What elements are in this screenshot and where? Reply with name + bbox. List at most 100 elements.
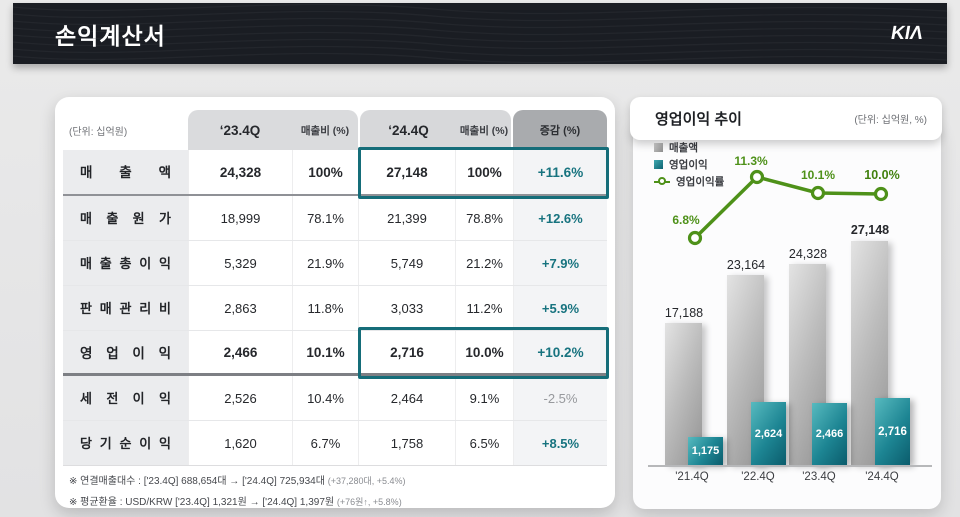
revenue-label-23q: 24,328 xyxy=(788,247,828,261)
margin-line-marker-icon xyxy=(654,177,670,186)
value-23q: 1,620 xyxy=(188,421,292,465)
column-header-tab-24q: ‘24.4Q 매출비 (%) xyxy=(360,110,511,150)
operating-profit-label-21q: 1,175 xyxy=(691,445,720,457)
operating-profit-bar-23q: 2,466 xyxy=(812,403,847,465)
legend-item-operating-profit: 영업이익 xyxy=(654,156,724,173)
ratio-24q: 9.1% xyxy=(455,376,513,420)
value-23q: 5,329 xyxy=(188,241,292,285)
operating-profit-swatch-icon xyxy=(654,160,663,169)
column-header-24q: ‘24.4Q xyxy=(388,122,429,138)
ratio-23q: 10.1% xyxy=(292,331,358,373)
ratio-23q: 100% xyxy=(292,150,358,194)
change-value: -2.5% xyxy=(513,376,607,420)
ratio-23q: 78.1% xyxy=(292,196,358,240)
margin-label-23q: 10.1% xyxy=(800,168,836,182)
change-value: +10.2% xyxy=(513,331,607,373)
column-header-change: 증감 (%) xyxy=(539,125,581,137)
table-row-cogs: 매 출 원 가 18,999 78.1% 21,399 78.8% +12.6% xyxy=(63,196,607,241)
x-axis-line xyxy=(648,465,932,467)
x-axis-label-24q: '24.4Q xyxy=(865,471,899,483)
footnote-volume: ※ 연결매출대수 : ['23.4Q] 688,654대 → ['24.4Q] … xyxy=(69,471,406,492)
margin-point-24q xyxy=(873,186,889,202)
legend-label-revenue: 매출액 xyxy=(669,142,698,154)
column-header-tab-change: 증감 (%) xyxy=(513,110,607,150)
row-label: 당 기 순 이 익 xyxy=(63,421,188,465)
operating-profit-bar-21q: 1,175 xyxy=(688,437,723,465)
kia-logo: KIΛ xyxy=(889,22,925,44)
table-row-revenue: 매 출 액 24,328 100% 27,148 100% +11.6% xyxy=(63,150,607,196)
revenue-label-24q: 27,148 xyxy=(850,223,890,237)
ratio-24q: 11.2% xyxy=(455,286,513,330)
margin-label-21q: 6.8% xyxy=(672,213,700,227)
change-value: +8.5% xyxy=(513,421,607,465)
value-24q: 5,749 xyxy=(358,241,455,285)
income-statement-table: 매 출 액 24,328 100% 27,148 100% +11.6% 매 출… xyxy=(63,150,607,466)
ratio-23q: 10.4% xyxy=(292,376,358,420)
header-bar: 손익계산서 KIΛ xyxy=(13,3,947,64)
revenue-label-22q: 23,164 xyxy=(726,258,766,272)
value-23q: 2,466 xyxy=(188,331,292,373)
change-value: +5.9% xyxy=(513,286,607,330)
row-label: 매 출 원 가 xyxy=(63,196,188,240)
value-24q: 1,758 xyxy=(358,421,455,465)
table-row-sga: 판 매 관 리 비 2,863 11.8% 3,033 11.2% +5.9% xyxy=(63,286,607,331)
operating-profit-chart-card: 매출액 영업이익 영업이익률 17,188 23,164 24,328 27,1… xyxy=(633,122,941,509)
ratio-24q: 21.2% xyxy=(455,241,513,285)
operating-profit-label-24q: 2,716 xyxy=(878,425,907,438)
row-label: 매 출 총 이 익 xyxy=(63,241,188,285)
footnote-fx-rate: ※ 평균환율 : USD/KRW ['23.4Q] 1,321원 → ['24.… xyxy=(69,492,406,513)
value-23q: 2,863 xyxy=(188,286,292,330)
change-value: +11.6% xyxy=(513,150,607,194)
table-row-net-profit: 당 기 순 이 익 1,620 6.7% 1,758 6.5% +8.5% xyxy=(63,421,607,466)
ratio-23q: 6.7% xyxy=(292,421,358,465)
footnote-fx-main: ※ 평균환율 : USD/KRW ['23.4Q] 1,321원 → ['24.… xyxy=(69,497,337,508)
value-24q: 27,148 xyxy=(358,150,455,194)
ratio-23q: 11.8% xyxy=(292,286,358,330)
chart-title-bar: 영업이익 추이 (단위: 십억원, %) xyxy=(630,97,942,140)
margin-label-24q: 10.0% xyxy=(864,168,900,182)
value-24q: 2,716 xyxy=(358,331,455,373)
operating-profit-label-22q: 2,624 xyxy=(754,427,783,440)
column-header-23q: ‘23.4Q xyxy=(219,122,261,138)
margin-label-22q: 11.3% xyxy=(734,154,768,168)
value-24q: 2,464 xyxy=(358,376,455,420)
revenue-swatch-icon xyxy=(654,143,663,152)
ratio-24q: 78.8% xyxy=(455,196,513,240)
x-axis-label-23q: '23.4Q xyxy=(802,471,836,483)
margin-point-21q xyxy=(687,230,703,246)
chart-unit-label: (단위: 십억원, %) xyxy=(854,115,927,126)
table-unit-label: (단위: 십억원) xyxy=(69,127,128,138)
ratio-24q: 10.0% xyxy=(455,331,513,373)
value-24q: 21,399 xyxy=(358,196,455,240)
legend-label-operating-profit: 영업이익 xyxy=(669,159,708,171)
footnote-volume-sub: (+37,280대, +5.4%) xyxy=(327,476,406,486)
value-23q: 18,999 xyxy=(188,196,292,240)
operating-profit-bar-22q: 2,624 xyxy=(751,402,786,465)
row-label: 영 업 이 익 xyxy=(63,331,188,373)
x-axis-label-21q: '21.4Q xyxy=(675,471,709,483)
legend-label-operating-margin: 영업이익률 xyxy=(676,176,725,188)
row-label: 판 매 관 리 비 xyxy=(63,286,188,330)
table-row-pretax-profit: 세 전 이 익 2,526 10.4% 2,464 9.1% -2.5% xyxy=(63,376,607,421)
operating-profit-label-23q: 2,466 xyxy=(815,428,844,440)
value-24q: 3,033 xyxy=(358,286,455,330)
x-axis-label-22q: '22.4Q xyxy=(741,471,775,483)
margin-point-22q xyxy=(749,169,765,185)
ratio-24q: 6.5% xyxy=(455,421,513,465)
wave-pattern-decoration xyxy=(13,3,947,64)
column-header-tab-23q: ‘23.4Q 매출비 (%) xyxy=(188,110,358,150)
row-label: 세 전 이 익 xyxy=(63,376,188,420)
revenue-label-21q: 17,188 xyxy=(664,306,704,320)
chart-legend: 매출액 영업이익 영업이익률 xyxy=(654,139,724,190)
column-header-ratio-23q: 매출비 (%) xyxy=(300,124,350,137)
table-footnotes: ※ 연결매출대수 : ['23.4Q] 688,654대 → ['24.4Q] … xyxy=(69,471,406,513)
footnote-volume-main: ※ 연결매출대수 : ['23.4Q] 688,654대 → ['24.4Q] … xyxy=(69,476,328,487)
row-label: 매 출 액 xyxy=(63,150,188,194)
legend-item-revenue: 매출액 xyxy=(654,139,724,156)
value-23q: 2,526 xyxy=(188,376,292,420)
margin-point-23q xyxy=(810,185,826,201)
change-value: +7.9% xyxy=(513,241,607,285)
operating-profit-bar-24q: 2,716 xyxy=(875,398,910,465)
income-statement-card: (단위: 십억원) ‘23.4Q 매출비 (%) ‘24.4Q 매출비 (%) … xyxy=(55,97,615,508)
chart-title: 영업이익 추이 xyxy=(655,111,742,128)
